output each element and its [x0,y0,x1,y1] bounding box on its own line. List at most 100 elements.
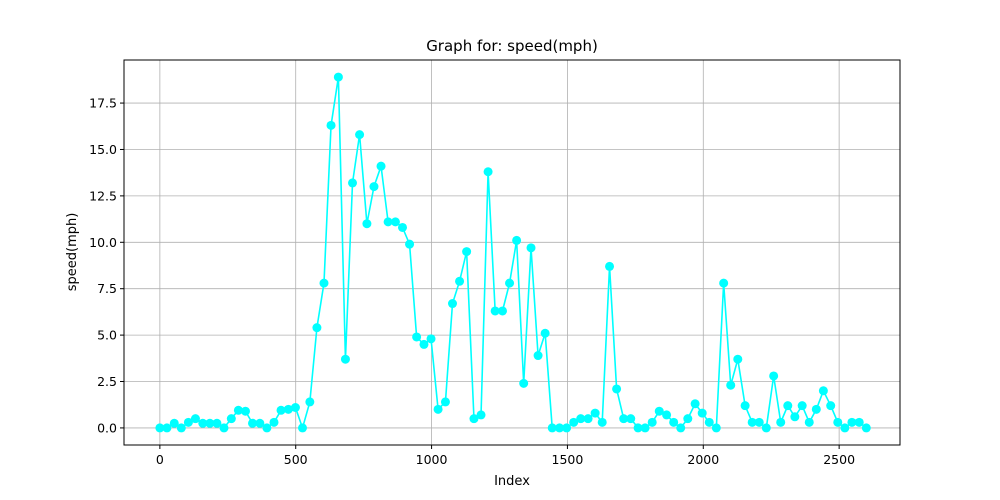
marker [255,418,265,428]
marker [590,408,600,418]
marker [476,410,486,420]
marker [190,414,200,424]
marker [226,414,236,424]
marker [219,423,229,433]
x-tick-label: 500 [284,452,308,467]
marker [654,406,664,416]
marker [633,423,643,433]
marker [576,414,586,424]
marker [233,405,243,415]
marker [847,417,857,427]
y-tick-label: 5.0 [97,328,117,343]
marker [519,378,529,388]
x-tick-label: 1500 [552,452,584,467]
marker [754,417,764,427]
x-tick-label: 2000 [687,452,719,467]
marker [526,243,536,253]
y-tick-label: 10.0 [89,235,117,250]
y-tick-label: 2.5 [97,374,117,389]
marker [740,401,750,411]
marker [369,182,379,192]
marker [483,167,493,177]
marker [298,423,308,433]
marker [861,423,871,433]
marker [719,278,729,288]
marker [276,405,286,415]
marker [462,247,472,257]
marker [854,417,864,427]
marker [205,418,215,428]
marker [419,339,429,349]
marker [547,423,557,433]
marker [669,417,679,427]
chart-title: Graph for: speed(mph) [426,37,598,55]
marker [447,299,457,309]
marker [626,414,636,424]
marker [818,386,828,396]
marker [162,423,172,433]
marker [319,278,329,288]
marker [412,332,422,342]
marker [769,371,779,381]
marker [198,418,208,428]
marker [183,417,193,427]
marker [383,217,393,227]
marker [540,328,550,338]
marker [348,178,358,188]
y-axis-label: speed(mph) [65,213,80,292]
marker [605,261,615,271]
x-tick-label: 0 [156,452,164,467]
marker [811,404,821,414]
marker [804,417,814,427]
marker [426,334,436,344]
marker [676,423,686,433]
y-tick-label: 12.5 [89,188,117,203]
marker [169,418,179,428]
marker [405,239,415,249]
marker [533,351,543,361]
marker [790,412,800,422]
marker [512,235,522,245]
marker [683,414,693,424]
marker [376,161,386,171]
marker [662,410,672,420]
marker [776,417,786,427]
marker [390,217,400,227]
marker [490,306,500,316]
marker [455,276,465,286]
marker [362,219,372,229]
marker [697,408,707,418]
marker [505,278,515,288]
marker [355,130,365,140]
marker [155,423,165,433]
y-tick-label: 17.5 [89,96,117,111]
marker [612,384,622,394]
marker [569,417,579,427]
marker [761,423,771,433]
marker [340,354,350,364]
y-tick-label: 0.0 [97,420,117,435]
marker [555,423,565,433]
marker [690,399,700,409]
marker [647,417,657,427]
marker [640,423,650,433]
marker [733,354,743,364]
marker [283,404,293,414]
marker [497,306,507,316]
x-tick-label: 1000 [416,452,448,467]
marker [248,418,258,428]
marker [290,403,300,413]
marker [840,423,850,433]
plot-frame [123,59,901,446]
marker [326,120,336,130]
marker [583,414,593,424]
marker [440,397,450,407]
marker [398,222,408,232]
marker [269,417,279,427]
marker [333,72,343,82]
x-axis-label: Index [494,474,530,489]
marker [597,417,607,427]
x-tick-label: 2500 [823,452,855,467]
line [159,76,867,431]
